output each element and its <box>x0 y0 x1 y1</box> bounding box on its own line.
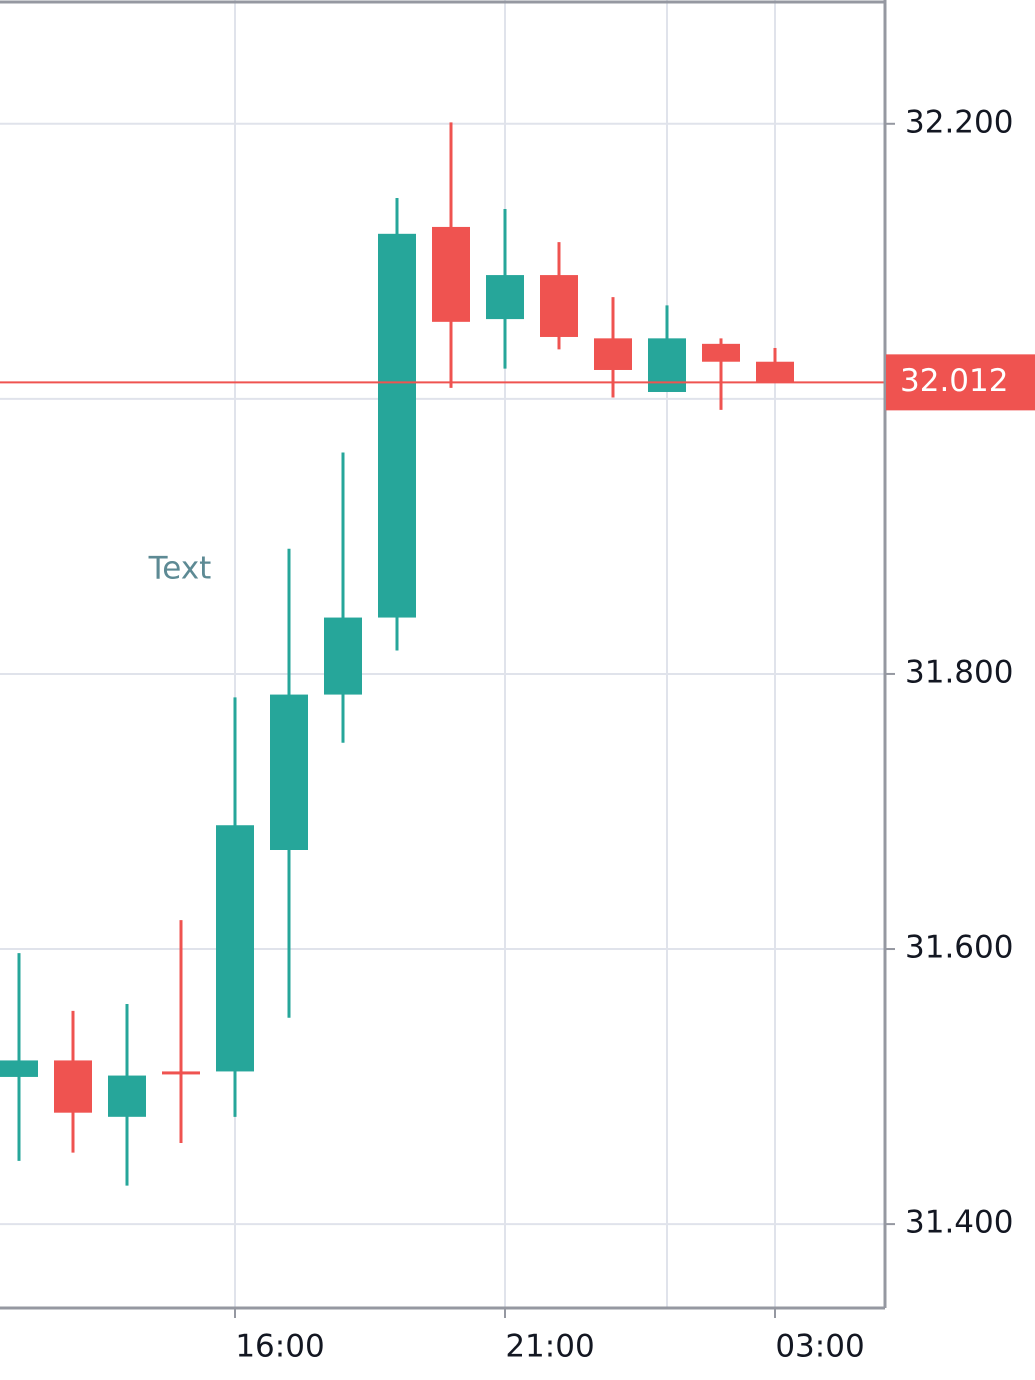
candle-body <box>216 825 254 1072</box>
candle-body <box>108 1075 146 1117</box>
candle-body <box>432 226 470 322</box>
candle-body <box>594 338 632 370</box>
y-tick-label: 31.800 <box>905 654 1013 690</box>
price-label: 32.012 <box>900 363 1008 399</box>
candle-body <box>378 233 416 618</box>
annotation: Text <box>148 551 212 587</box>
y-tick-label: 31.400 <box>905 1205 1013 1241</box>
candle-body <box>162 1071 200 1075</box>
candle-body <box>756 361 794 383</box>
candle-body <box>540 275 578 337</box>
x-tick-label: 21:00 <box>505 1329 594 1365</box>
candle-body <box>324 617 362 695</box>
candle-body <box>270 694 308 850</box>
price-label-box <box>886 354 1035 411</box>
candle-body <box>702 343 740 362</box>
candle-body <box>486 275 524 320</box>
x-tick-label: 03:00 <box>775 1329 864 1365</box>
candle-body <box>648 338 686 392</box>
x-tick-label: 16:00 <box>235 1329 324 1365</box>
candle-body <box>54 1060 92 1113</box>
y-tick-label: 32.200 <box>905 104 1013 140</box>
y-tick-label: 31.600 <box>905 930 1013 966</box>
candle-body <box>0 1060 38 1077</box>
